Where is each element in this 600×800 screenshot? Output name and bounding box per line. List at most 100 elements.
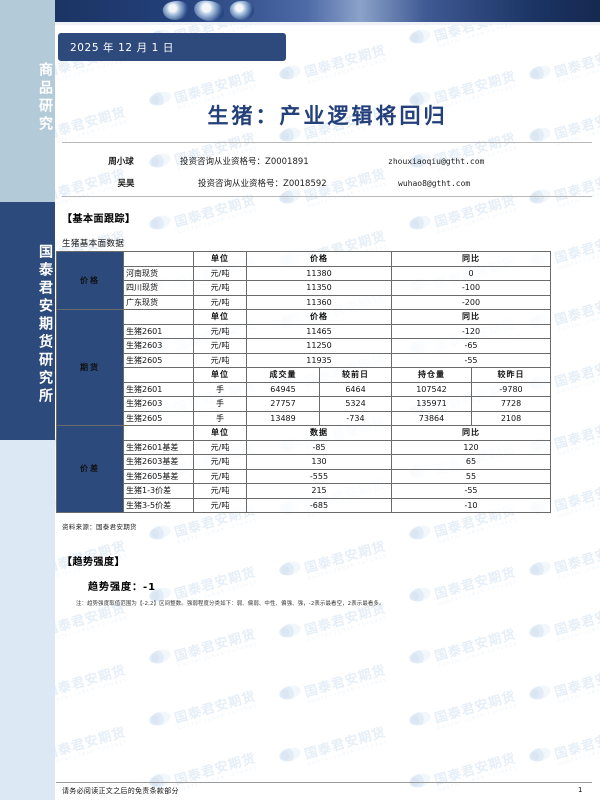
table-row: 生猪2601 元/吨 11465 -120 [57,323,551,339]
row-label: 广东现货 [123,294,194,310]
row-label: 生猪2605基差 [123,468,194,484]
row-volume-change: 5324 [319,396,392,412]
footer-disclaimer: 请务必阅读正文之后的免责条款部分 [62,787,179,795]
sidebar-bottom-label: 国泰君安期货研究所 [37,243,53,406]
table-header-cell: 价格 [246,309,392,325]
row-volume-change: -734 [319,410,392,426]
section-heading-fundamental: 【基本面跟踪】 [62,214,136,225]
watermark-logo-icon [277,621,303,640]
table-header-cell: 较昨日 [471,367,551,383]
row-label: 生猪3-5价差 [123,497,194,513]
group-label-0: 价格 [56,251,124,310]
author-email: wuhao8@gtht.com [398,178,471,188]
row-value: 215 [246,483,392,499]
page-title: 生猪：产业逻辑将回归 [207,103,448,128]
table-row: 生猪1-3价差 元/吨 215 -55 [57,483,551,499]
row-label: 生猪2601 [123,381,194,397]
watermark-logo-icon [147,709,173,728]
row-value: 11465 [246,323,392,339]
row-unit: 元/吨 [193,439,247,455]
row-unit: 元/吨 [193,497,247,513]
row-value: 11360 [246,294,392,310]
table-caption: 生猪基本面数据 [62,239,125,249]
row-value: -555 [246,468,392,484]
table-row: 河南现货 元/吨 11380 0 [57,265,551,281]
row-unit: 元/吨 [193,468,247,484]
table-source: 资料来源：国泰君安期货 [62,523,137,531]
row-label: 生猪2603 [123,396,194,412]
watermark-logo-icon [277,683,303,702]
author-name: 吴昊 [117,179,135,189]
table-row: 生猪2603 元/吨 11250 -65 [57,338,551,354]
row-label: 四川现货 [123,280,194,296]
row-volume: 27757 [246,396,320,412]
table-header-cell [123,309,194,325]
watermark-logo-icon [527,683,553,702]
row-unit: 手 [193,396,247,412]
table-header-cell: 持仓量 [391,367,472,383]
row-unit: 元/吨 [193,338,247,354]
group-label-1: 期货 [56,309,124,426]
watermark-logo-icon [277,63,303,82]
trend-strength-note: 注：趋势强度取值范围为【-2,2】区间整数。强弱程度分类如下：弱、偏弱、中性、偏… [76,601,385,607]
watermark-logo-icon [147,647,173,666]
table-header-cell: 单位 [193,425,247,441]
row-yoy: -55 [391,352,551,368]
table-header-cell: 数据 [246,425,392,441]
table-row: 生猪2605基差 元/吨 -555 55 [57,468,551,484]
row-open-interest-change: 7728 [471,396,551,412]
table-row: 广东现货 元/吨 11360 -200 [57,294,551,310]
table-row: 生猪2603 手 27757 5324 135971 7728 [57,396,551,412]
row-unit: 元/吨 [193,294,247,310]
table-header-cell: 同比 [391,425,551,441]
table-header-cell [123,425,194,441]
watermark-logo-icon [527,621,553,640]
watermark-logo-icon [407,27,433,46]
row-yoy: 65 [391,454,551,470]
row-unit: 元/吨 [193,265,247,281]
row-yoy: -100 [391,280,551,296]
watermark-logo-icon [527,63,553,82]
watermark-logo-icon [147,213,173,232]
divider-top [62,142,592,143]
table-row: 单位 成交量 较前日 持仓量 较昨日 [57,367,551,383]
sidebar: 商品研究 国泰君安期货研究所 [0,0,55,800]
row-volume: 13489 [246,410,320,426]
table-header-cell: 单位 [193,309,247,325]
table-row: 生猪2605 元/吨 11935 -55 [57,352,551,368]
trend-strength-value: 趋势强度：-1 [88,582,157,593]
table-header-cell: 成交量 [246,367,320,383]
table-row: 价格 单位 价格 同比 [56,251,551,310]
row-label: 生猪2601 [123,323,194,339]
watermark-logo-icon [407,771,433,790]
row-open-interest: 107542 [391,381,472,397]
row-yoy: -200 [391,294,551,310]
table-row: 生猪3-5价差 元/吨 -685 -10 [57,497,551,513]
author-row: 吴昊 投资咨询从业资格号：Z0018592 wuhao8@gtht.com [62,172,592,194]
table-row: 生猪2605 手 13489 -734 73864 2108 [57,410,551,426]
row-open-interest-change: 2108 [471,410,551,426]
row-yoy: 120 [391,439,551,455]
row-unit: 元/吨 [193,454,247,470]
watermark-logo-icon [277,559,303,578]
watermark-logo-icon [407,523,433,542]
sidebar-band-middle [0,202,55,440]
table-header-cell: 较前日 [319,367,392,383]
row-unit: 手 [193,410,247,426]
banner-shard-2 [228,0,256,22]
